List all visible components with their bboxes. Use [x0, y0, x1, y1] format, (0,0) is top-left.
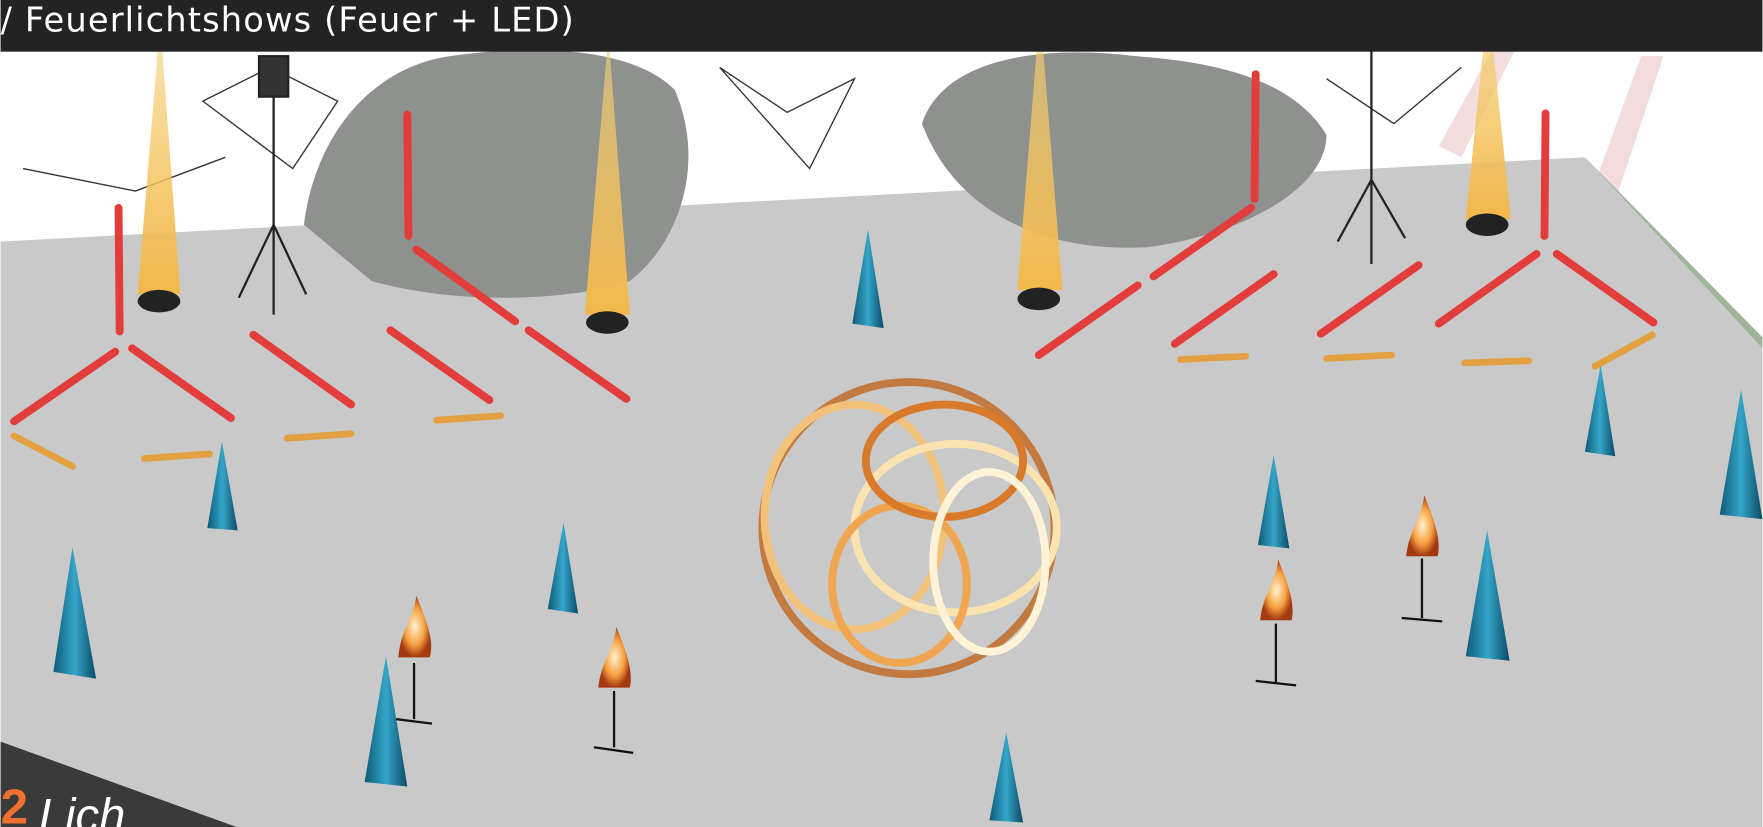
- badge-number: 2: [1, 780, 29, 827]
- header-title: / Feuerlichtshows (Feuer + LED): [1, 0, 575, 39]
- badge-text: Lich: [39, 789, 126, 827]
- scene: / Feuerlichtshows (Feuer + LED) 2 Lich: [0, 0, 1763, 827]
